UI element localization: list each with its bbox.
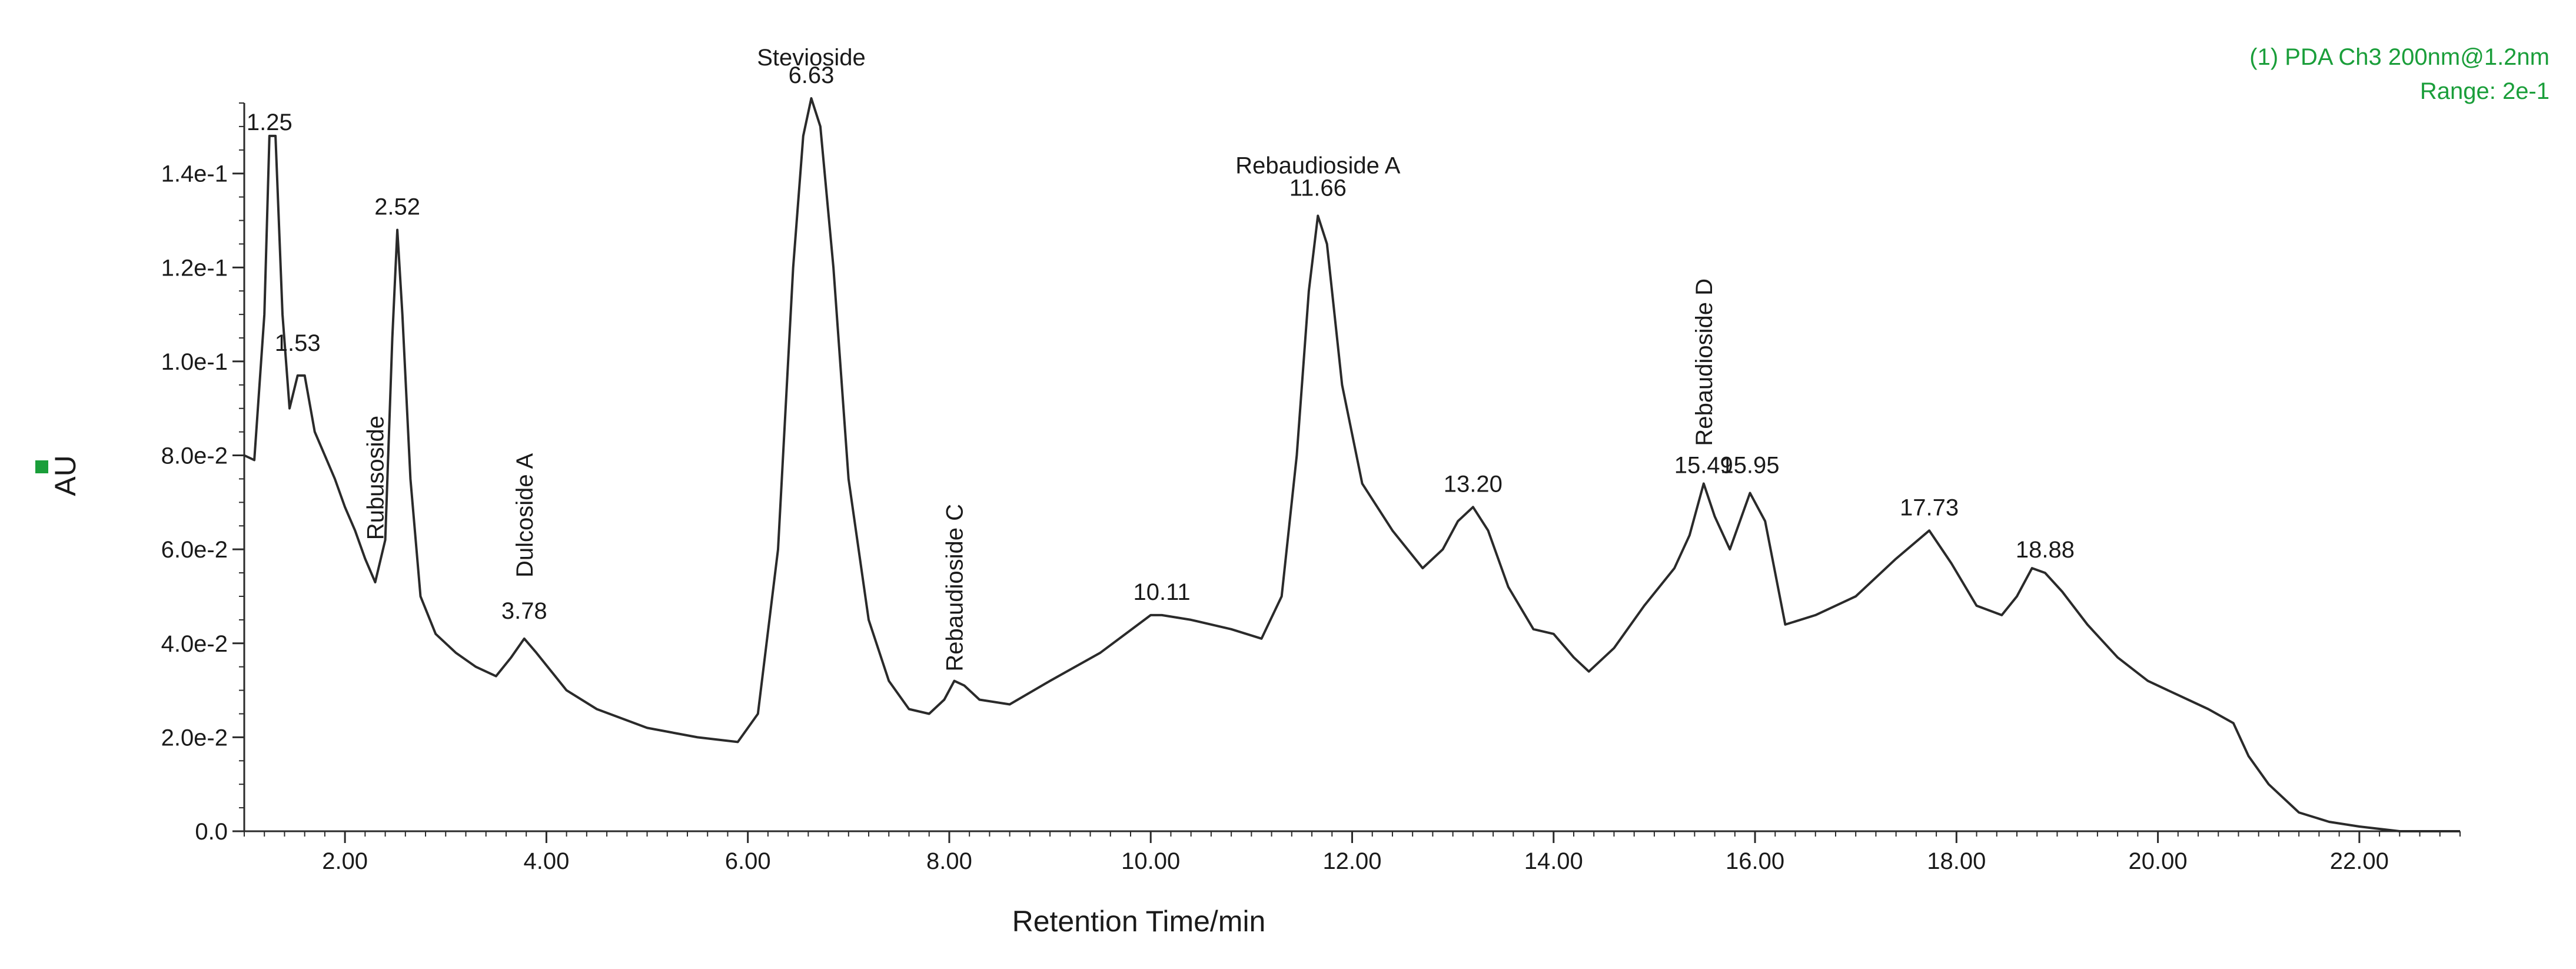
x-tick-label: 16.00 [1726, 848, 1784, 874]
plot-frame [243, 103, 2460, 832]
peak-retention-label: 10.11 [1133, 579, 1190, 605]
x-axis-title: Retention Time/min [1012, 905, 1266, 938]
peak-retention-label: 15.49 [1674, 452, 1733, 478]
y-tick-label: 1.0e-1 [161, 349, 228, 375]
x-tick-label: 10.00 [1121, 848, 1180, 874]
y-tick-label: 1.2e-1 [161, 255, 228, 281]
y-tick-label: 4.0e-2 [161, 631, 228, 657]
peak-retention-label: 18.88 [2016, 537, 2075, 563]
peak-retention-label: 1.25 [247, 109, 292, 135]
peak-retention-label: 1.53 [275, 330, 321, 356]
y-tick-label: 6.0e-2 [161, 537, 228, 563]
peak-retention-label: 6.63 [789, 62, 835, 88]
peak-retention-label: 11.66 [1289, 175, 1347, 201]
compound-labels: Stevioside Rebaudioside A Rubusoside Dulcos… [363, 45, 1717, 672]
x-tick-label: 4.00 [523, 848, 569, 874]
x-ticks: 2.00 4.00 6.00 8.00 10.00 12.00 14.00 16.00 18.0… [322, 831, 2389, 874]
x-tick-label: 8.00 [926, 848, 972, 874]
chromatogram-trace [244, 97, 2460, 832]
y-ticks: 0.0 2.0e-2 4.0e-2 6.0e-2 8.0e-2 1.0e-1 1.2e-1 1… [161, 161, 244, 845]
channel-info: (1) PDA Ch3 200nm@1.2nm [2249, 44, 2550, 70]
compound-label: Rebaudioside C [942, 504, 968, 672]
x-tick-label: 22.00 [2330, 848, 2389, 874]
compound-label: Dulcoside A [512, 453, 538, 578]
legend-marker-icon [35, 460, 48, 473]
y-tick-label: 8.0e-2 [161, 443, 228, 469]
x-tick-label: 6.00 [725, 848, 771, 874]
y-tick-label: 1.4e-1 [161, 161, 228, 187]
peak-retention-label: 17.73 [1900, 495, 1959, 520]
series-group [244, 97, 2460, 832]
peak-labels: 1.25 1.53 2.52 3.78 6.63 10.11 11.66 13.20 15.49… [247, 62, 2075, 624]
peak-retention-label: 2.52 [374, 194, 420, 220]
compound-label: Rubusoside [363, 416, 388, 540]
peak-retention-label: 3.78 [501, 598, 547, 624]
peak-retention-label: 13.20 [1444, 471, 1503, 497]
peak-retention-label: 15.95 [1720, 452, 1779, 478]
compound-label: Rebaudioside D [1691, 278, 1717, 446]
compound-label: Rebaudioside A [1235, 153, 1401, 179]
x-tick-label: 12.00 [1322, 848, 1381, 874]
range-info: Range: 2e-1 [2420, 78, 2550, 104]
y-axis-title: AU [49, 455, 82, 496]
y-tick-label: 0.0 [195, 819, 228, 845]
x-tick-label: 14.00 [1524, 848, 1583, 874]
y-tick-label: 2.0e-2 [161, 725, 228, 751]
x-tick-label: 18.00 [1927, 848, 1986, 874]
x-tick-label: 2.00 [322, 848, 368, 874]
x-tick-label: 20.00 [2129, 848, 2188, 874]
compound-label: Stevioside [757, 45, 866, 71]
